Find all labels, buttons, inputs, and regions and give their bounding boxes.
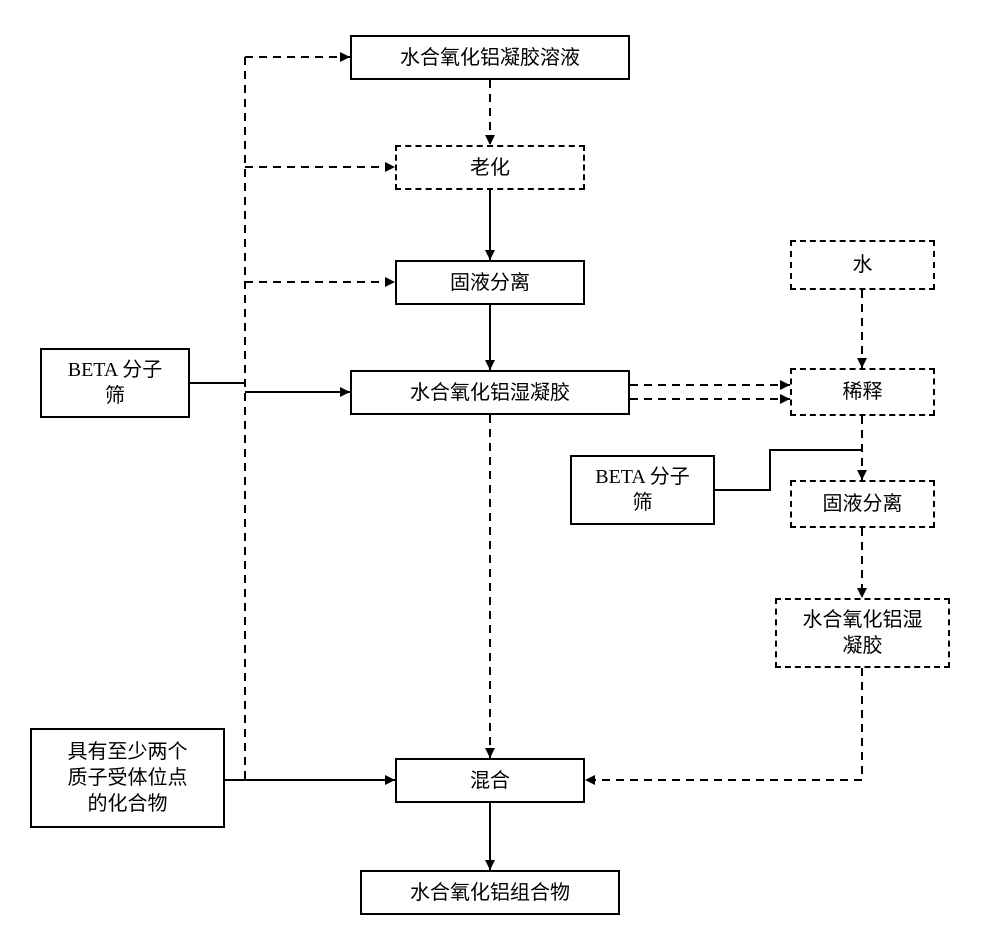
node-aging: 老化 xyxy=(395,145,585,190)
node-beta1: BETA 分子筛 xyxy=(40,348,190,418)
node-wet_gel2: 水合氧化铝湿凝胶 xyxy=(775,598,950,668)
node-sep2-label: 固液分离 xyxy=(823,491,903,517)
node-result: 水合氧化铝组合物 xyxy=(360,870,620,915)
node-water: 水 xyxy=(790,240,935,290)
node-compound-label: 具有至少两个质子受体位点的化合物 xyxy=(68,739,188,817)
node-gel_solution: 水合氧化铝凝胶溶液 xyxy=(350,35,630,80)
node-beta1-label: BETA 分子筛 xyxy=(68,357,163,409)
node-water-label: 水 xyxy=(853,252,873,278)
node-beta2: BETA 分子筛 xyxy=(570,455,715,525)
node-sep1: 固液分离 xyxy=(395,260,585,305)
node-gel_solution-label: 水合氧化铝凝胶溶液 xyxy=(400,45,580,71)
node-mix: 混合 xyxy=(395,758,585,803)
node-result-label: 水合氧化铝组合物 xyxy=(410,880,570,906)
node-wet_gel1-label: 水合氧化铝湿凝胶 xyxy=(410,380,570,406)
node-wet_gel1: 水合氧化铝湿凝胶 xyxy=(350,370,630,415)
node-beta2-label: BETA 分子筛 xyxy=(595,464,690,516)
node-dilute-label: 稀释 xyxy=(843,379,883,405)
node-sep1-label: 固液分离 xyxy=(450,270,530,296)
node-sep2: 固液分离 xyxy=(790,480,935,528)
node-mix-label: 混合 xyxy=(470,768,510,794)
node-compound: 具有至少两个质子受体位点的化合物 xyxy=(30,728,225,828)
node-aging-label: 老化 xyxy=(470,155,510,181)
node-wet_gel2-label: 水合氧化铝湿凝胶 xyxy=(803,607,923,659)
node-dilute: 稀释 xyxy=(790,368,935,416)
